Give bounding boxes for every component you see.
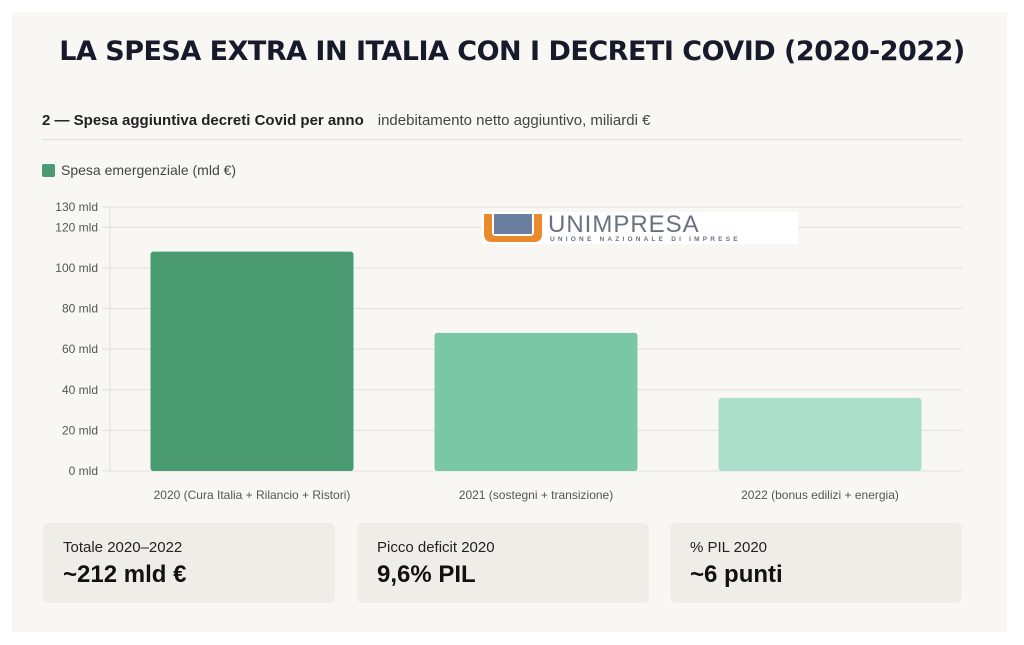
y-tick-label: 130 mld [55, 200, 98, 214]
bar [434, 332, 638, 471]
chart-subheading: 2 — Spesa aggiuntiva decreti Covid per a… [42, 112, 650, 129]
y-tick-label: 100 mld [55, 261, 98, 275]
bar-chart: 0 mld 20 mld 40 mld 60 mld 80 mld 100 mld 120 … [55, 200, 962, 502]
x-tick-label: 2020 (Cura Italia + Rilancio + Ristori) [154, 488, 351, 502]
page-title: LA SPESA EXTRA IN ITALIA CON I DECRETI C… [59, 36, 965, 67]
y-tick-label: 60 mld [62, 342, 98, 356]
x-tick-label: 2021 (sostegni + transizione) [459, 488, 613, 502]
y-tick-label: 120 mld [55, 220, 98, 234]
bar [718, 397, 922, 471]
x-tick-label: 2022 (bonus edilizi + energia) [741, 488, 899, 502]
stat-card-deficit: Picco deficit 2020 9,6% PIL [357, 523, 649, 603]
y-tick-label: 40 mld [62, 383, 98, 397]
legend-label: Spesa emergenziale (mld €) [61, 162, 237, 178]
stat-label: Totale 2020–2022 [63, 539, 183, 556]
stat-value: 9,6% PIL [377, 561, 476, 588]
chart-note: indebitamento netto aggiuntivo, miliardi… [377, 112, 651, 129]
svg-text:UNIMPRESA: UNIMPRESA [548, 212, 700, 238]
stat-label: % PIL 2020 [690, 539, 767, 556]
divider [42, 139, 962, 140]
legend: Spesa emergenziale (mld €) [42, 162, 236, 178]
y-tick-label: 0 mld [69, 464, 98, 478]
y-tick-label: 20 mld [62, 423, 98, 437]
stat-value: ~212 mld € [63, 561, 187, 588]
stat-card-total: Totale 2020–2022 ~212 mld € [43, 523, 335, 603]
legend-swatch [42, 163, 55, 177]
chart-title: 2 — Spesa aggiuntiva decreti Covid per a… [42, 112, 364, 129]
unimpresa-logo: UNIMPRESA UNIONE NAZIONALE DI IMPRESE [482, 212, 798, 244]
bar [150, 251, 354, 471]
svg-text:UNIONE NAZIONALE DI IMPRESE: UNIONE NAZIONALE DI IMPRESE [550, 236, 741, 243]
stat-card-pil: % PIL 2020 ~6 punti [670, 523, 962, 603]
stat-value: ~6 punti [690, 561, 783, 588]
y-tick-label: 80 mld [62, 302, 98, 316]
stat-label: Picco deficit 2020 [377, 539, 495, 556]
